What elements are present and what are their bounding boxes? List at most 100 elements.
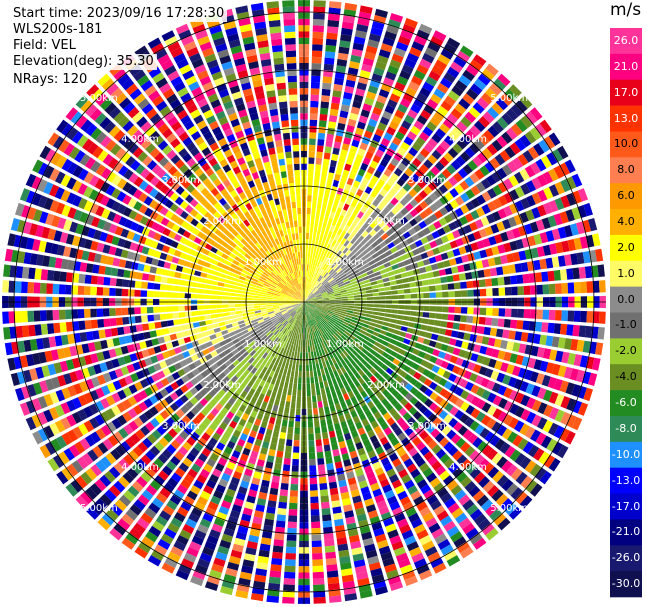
radar-gate bbox=[322, 305, 329, 308]
radar-gate bbox=[372, 106, 383, 116]
radar-gate bbox=[347, 477, 357, 486]
radar-gate bbox=[446, 525, 460, 538]
radar-gate bbox=[443, 152, 454, 163]
radar-gate bbox=[329, 404, 336, 412]
radar-gate bbox=[258, 321, 266, 326]
radar-gate bbox=[481, 389, 491, 400]
radar-gate bbox=[366, 91, 377, 100]
radar-gate bbox=[349, 264, 356, 270]
radar-gate bbox=[478, 228, 488, 238]
radar-gate bbox=[56, 244, 66, 256]
radar-gate bbox=[281, 393, 287, 401]
radar-gate bbox=[258, 406, 266, 415]
radar-gate bbox=[367, 195, 375, 204]
radar-gate bbox=[215, 462, 225, 472]
radar-gate bbox=[309, 297, 316, 301]
radar-gate bbox=[374, 8, 388, 18]
radar-gate bbox=[319, 362, 324, 370]
radar-gate bbox=[39, 145, 51, 160]
radar-gate bbox=[250, 410, 258, 418]
radar-gate bbox=[477, 151, 488, 163]
radar-gate bbox=[322, 222, 327, 230]
radar-gate bbox=[337, 435, 345, 443]
radar-gate bbox=[305, 345, 308, 353]
radar-gate bbox=[530, 107, 543, 121]
radar-gate bbox=[326, 570, 339, 578]
radar-gate bbox=[481, 499, 494, 512]
radar-gate bbox=[67, 162, 78, 175]
radar-gate bbox=[336, 207, 342, 215]
radar-gate bbox=[394, 485, 405, 495]
radar-gate bbox=[458, 517, 472, 530]
radar-gate bbox=[314, 420, 320, 428]
radar-gate bbox=[123, 240, 132, 250]
radar-gate bbox=[327, 267, 333, 274]
radar-gate bbox=[273, 371, 279, 379]
radar-gate bbox=[266, 321, 273, 327]
radar-gate bbox=[559, 428, 571, 442]
radar-gate bbox=[219, 340, 227, 347]
radar-gate bbox=[309, 471, 317, 479]
radar-gate bbox=[464, 481, 477, 493]
radar-gate bbox=[365, 387, 373, 395]
radar-gate bbox=[578, 266, 587, 279]
radar-gate bbox=[348, 275, 355, 281]
radar-gate bbox=[325, 558, 337, 566]
radar-gate bbox=[146, 306, 154, 314]
radar-gate bbox=[315, 293, 321, 297]
radar-gate bbox=[306, 290, 309, 297]
radar-gate bbox=[143, 196, 153, 206]
radar-gate bbox=[496, 424, 508, 437]
radar-gate bbox=[265, 330, 272, 337]
radar-gate bbox=[171, 371, 181, 381]
radar-gate bbox=[310, 298, 317, 301]
radar-gate bbox=[269, 442, 277, 451]
radar-gate bbox=[401, 120, 412, 130]
radar-gate bbox=[304, 297, 309, 302]
radar-gate bbox=[479, 427, 490, 439]
radar-gate bbox=[286, 540, 297, 548]
radar-gate bbox=[111, 405, 121, 416]
radar-gate bbox=[345, 398, 353, 407]
radar-gate bbox=[573, 237, 583, 250]
radar-gate bbox=[331, 219, 338, 227]
radar-gate bbox=[94, 414, 105, 426]
radar-gate bbox=[440, 252, 449, 261]
radar-gate bbox=[217, 336, 225, 343]
radar-gate bbox=[332, 147, 340, 155]
radar-gate bbox=[401, 474, 412, 484]
radar-gate bbox=[304, 296, 308, 302]
radar-gate bbox=[61, 204, 71, 217]
radar-gate bbox=[19, 236, 29, 249]
radar-gate bbox=[266, 307, 274, 311]
radar-gate bbox=[65, 309, 72, 320]
radar-gate bbox=[252, 352, 259, 360]
radar-gate bbox=[202, 512, 214, 523]
radar-gate bbox=[333, 311, 341, 315]
radar-gate bbox=[377, 228, 385, 237]
radar-gate bbox=[285, 445, 292, 453]
radar-gate bbox=[296, 339, 299, 346]
radar-gate bbox=[484, 161, 495, 173]
radar-gate bbox=[527, 357, 537, 369]
radar-gate bbox=[357, 235, 365, 243]
radar-gate bbox=[533, 333, 541, 345]
radar-gate bbox=[307, 292, 313, 298]
radar-gate bbox=[374, 245, 382, 252]
radar-gate bbox=[54, 171, 66, 184]
radar-gate bbox=[322, 76, 333, 84]
radar-gate bbox=[79, 438, 91, 451]
radar-gate bbox=[320, 101, 330, 109]
radar-gate bbox=[324, 283, 330, 288]
radar-gate bbox=[417, 245, 426, 254]
radar-gate bbox=[314, 221, 319, 228]
radar-gate bbox=[491, 382, 502, 393]
radar-gate bbox=[327, 469, 335, 477]
radar-gate bbox=[215, 266, 223, 273]
radar-gate bbox=[551, 336, 560, 348]
radar-gate bbox=[93, 364, 102, 375]
radar-gate bbox=[339, 312, 347, 317]
radar-gate bbox=[105, 139, 117, 152]
radar-gate bbox=[344, 2, 358, 11]
